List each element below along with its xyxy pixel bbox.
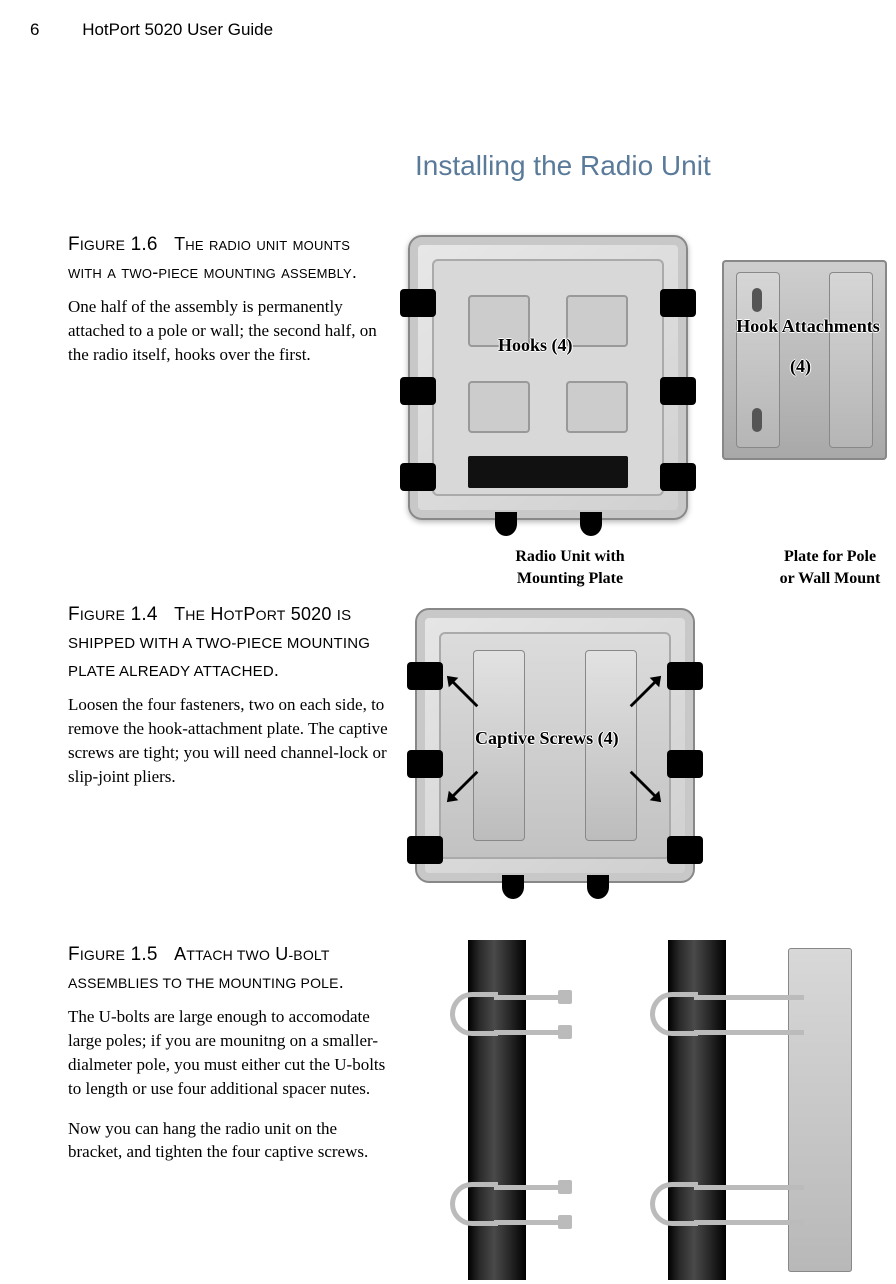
page-number: 6 bbox=[30, 20, 39, 40]
caption-line: Mounting Plate bbox=[490, 568, 650, 590]
doc-title: HotPort 5020 User Guide bbox=[82, 20, 273, 39]
figure-1-4-image: Captive Screws (4) bbox=[415, 608, 695, 883]
hook-attachments-label-1: Hook Attachments bbox=[718, 316, 896, 337]
page-header: 6 HotPort 5020 User Guide bbox=[30, 20, 273, 40]
figure-1-6-image-left: Hooks (4) bbox=[408, 235, 688, 520]
pole-graphic bbox=[668, 940, 726, 1280]
figure-1-5-body-1: The U-bolts are large enough to accomoda… bbox=[68, 1005, 388, 1100]
captive-screws-label: Captive Screws (4) bbox=[475, 728, 619, 749]
figure-1-6-text: FIGURE 1.6 The radio unit mounts with a … bbox=[68, 230, 388, 367]
figure-1-4-label: FIGURE 1.4 THE HOTPORT 5020 IS SHIPPED W… bbox=[68, 600, 388, 685]
figure-1-4-body: Loosen the four fasteners, two on each s… bbox=[68, 693, 388, 788]
arrow-icon bbox=[445, 766, 483, 804]
caption-line: Plate for Pole bbox=[760, 546, 896, 568]
figure-1-5-label: FIGURE 1.5 ATTACH TWO U-BOLT ASSEMBLIES … bbox=[68, 940, 388, 997]
caption-line: or Wall Mount bbox=[760, 568, 896, 590]
hook-attachments-label-2: (4) bbox=[790, 356, 811, 377]
figure-1-6-body: One half of the assembly is perma­nently… bbox=[68, 295, 388, 366]
section-title: Installing the Radio Unit bbox=[415, 150, 711, 182]
arrow-icon bbox=[625, 766, 663, 804]
figure-1-4-text: FIGURE 1.4 THE HOTPORT 5020 IS SHIPPED W… bbox=[68, 600, 388, 788]
figure-1-6-label: FIGURE 1.6 The radio unit mounts with a … bbox=[68, 230, 388, 287]
figure-1-5-text: FIGURE 1.5 ATTACH TWO U-BOLT ASSEMBLIES … bbox=[68, 940, 388, 1164]
arrow-icon bbox=[445, 674, 483, 712]
caption-line: Radio Unit with bbox=[490, 546, 650, 568]
caption-plate: Plate for Pole or Wall Mount bbox=[760, 546, 896, 591]
fig-num: FIGURE 1.6 bbox=[68, 234, 174, 255]
arrow-icon bbox=[625, 674, 663, 712]
caption-radio-unit: Radio Unit with Mounting Plate bbox=[490, 546, 650, 591]
radio-unit-graphic bbox=[408, 235, 688, 520]
hooks-label: Hooks (4) bbox=[498, 335, 573, 356]
figure-1-5-image bbox=[408, 940, 883, 1280]
figure-1-5-body-2: Now you can hang the radio unit on the b… bbox=[68, 1117, 388, 1165]
fig-num: FIGURE 1.4 bbox=[68, 604, 174, 625]
pole-graphic bbox=[468, 940, 526, 1280]
fig-num: FIGURE 1.5 bbox=[68, 944, 174, 965]
